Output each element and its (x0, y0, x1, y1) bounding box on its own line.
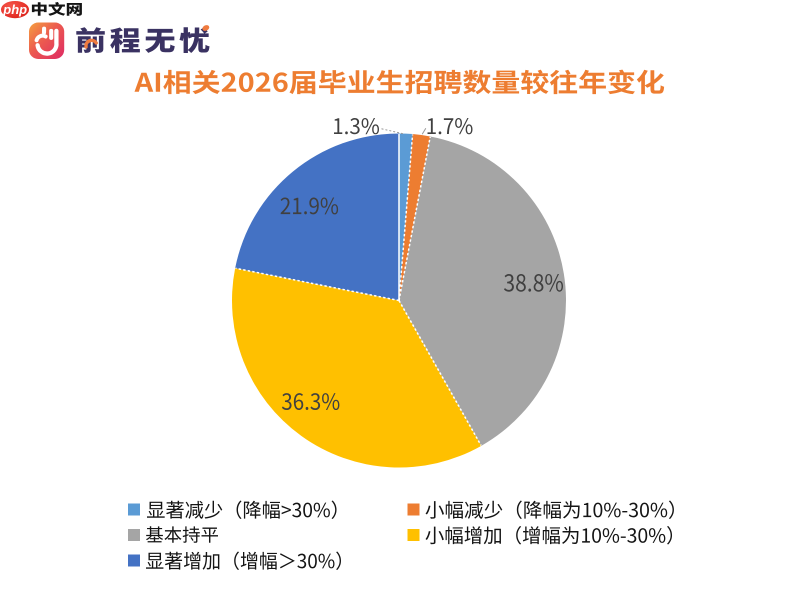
svg-text:php: php (2, 2, 27, 17)
